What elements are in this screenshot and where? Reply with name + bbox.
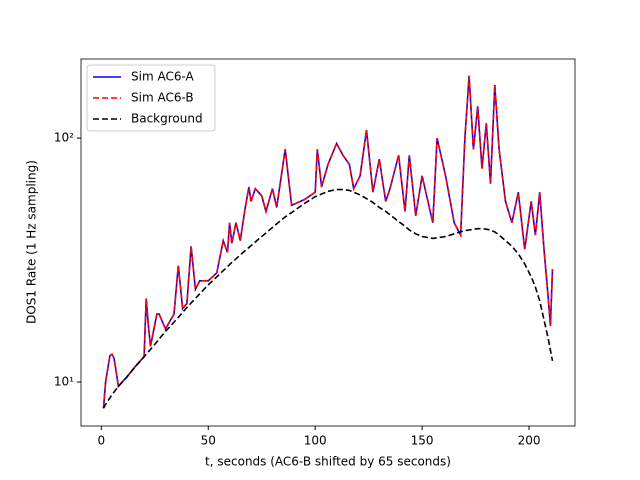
plot-lines xyxy=(102,75,554,409)
x-axis-label: t, seconds (AC6-B shifted by 65 seconds) xyxy=(205,455,451,469)
x-tick-label: 50 xyxy=(201,434,216,448)
x-tick-label: 100 xyxy=(304,434,327,448)
data-line xyxy=(102,188,554,409)
legend-label: Background xyxy=(131,112,203,126)
x-tick-label: 150 xyxy=(411,434,434,448)
y-tick-label: 10² xyxy=(54,131,74,145)
legend-label: Sim AC6-A xyxy=(131,70,195,84)
legend-box xyxy=(86,64,216,132)
legend-label: Sim AC6-B xyxy=(131,91,194,105)
x-tick-label: 0 xyxy=(97,434,105,448)
x-tick-label: 200 xyxy=(518,434,541,448)
data-line xyxy=(102,75,554,409)
plot-frame xyxy=(80,58,576,427)
y-tick-label: 10¹ xyxy=(54,374,74,388)
y-axis-label: DOS1 Rate (1 Hz sampling) xyxy=(25,160,39,324)
